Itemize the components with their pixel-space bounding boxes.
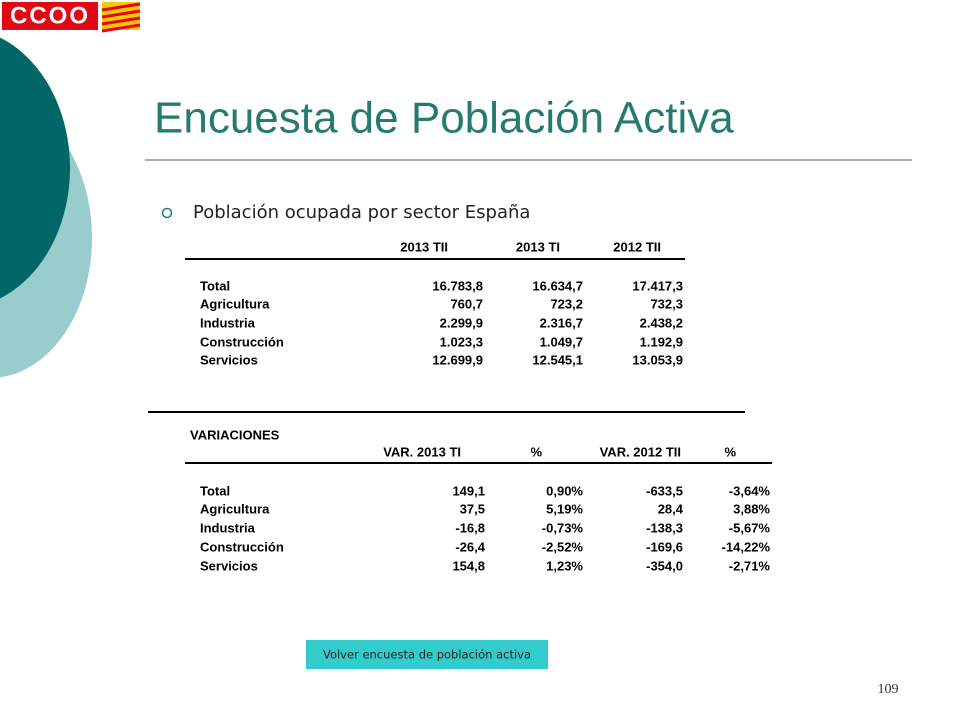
row-label: Servicios [200, 558, 258, 573]
cell: 16.634,7 [532, 278, 583, 293]
cell: -354,0 [646, 558, 683, 573]
cell: 2.316,7 [540, 315, 583, 330]
cell: 2.299,9 [440, 315, 483, 330]
cell: 732,3 [650, 296, 683, 311]
cell: -2,71% [729, 558, 771, 573]
logo-stripes [101, 2, 141, 33]
back-button[interactable] [306, 640, 548, 669]
cell: 28,4 [658, 501, 684, 516]
logo-text: CCOO [10, 2, 90, 29]
page-number: 109 [878, 682, 899, 697]
section-title: VARIACIONES [190, 427, 280, 442]
cell: -26,4 [455, 539, 485, 554]
bullet-icon [161, 207, 173, 219]
bullet-text: Población ocupada por sector España [193, 202, 530, 223]
cell: 1.192,9 [640, 334, 683, 349]
row-label: Servicios [200, 352, 258, 367]
column-header: VAR. 2012 TII [600, 444, 681, 459]
column-header: VAR. 2013 TI [383, 444, 461, 459]
cell: 12.699,9 [432, 352, 483, 367]
row-label: Agricultura [200, 296, 270, 311]
row-label: Agricultura [200, 501, 270, 516]
cell: 149,1 [452, 483, 485, 498]
cell: 0,90% [546, 483, 583, 498]
cell: -3,64% [729, 483, 771, 498]
cell: -2,52% [542, 539, 584, 554]
row-label: Industria [200, 315, 256, 330]
row-label: Construcción [200, 334, 284, 349]
cell: 5,19% [546, 501, 583, 516]
column-header: 2013 TII [400, 239, 448, 254]
decor-circle-dark [0, 37, 70, 299]
back-button-label[interactable]: Volver encuesta de población activa [323, 648, 531, 662]
cell: 1,23% [546, 558, 583, 573]
cell: 3,88% [733, 501, 770, 516]
cell: 2.438,2 [640, 315, 683, 330]
cell: -0,73% [542, 520, 584, 535]
cell: 723,2 [550, 296, 583, 311]
cell: 13.053,9 [632, 352, 683, 367]
cell: -5,67% [729, 520, 771, 535]
cell: -16,8 [455, 520, 485, 535]
column-header: 2013 TI [516, 239, 560, 254]
cell: -14,22% [722, 539, 771, 554]
column-header: % [724, 444, 736, 459]
cell: 16.783,8 [432, 278, 483, 293]
row-label: Construcción [200, 539, 284, 554]
column-header: 2012 TII [613, 239, 661, 254]
column-header: % [530, 444, 542, 459]
cell: 12.545,1 [532, 352, 583, 367]
cell: -633,5 [646, 483, 683, 498]
cell: 154,8 [452, 558, 485, 573]
cell: -169,6 [646, 539, 683, 554]
logo-box [2, 2, 98, 30]
row-label: Industria [200, 520, 256, 535]
title: Encuesta de Población Activa [154, 94, 734, 143]
cell: 1.023,3 [440, 334, 483, 349]
cell: 37,5 [460, 501, 485, 516]
cell: 17.417,3 [632, 278, 683, 293]
cell: 1.049,7 [540, 334, 583, 349]
cell: -138,3 [646, 520, 683, 535]
cell: 760,7 [450, 296, 483, 311]
row-label: Total [200, 278, 230, 293]
row-label: Total [200, 483, 230, 498]
